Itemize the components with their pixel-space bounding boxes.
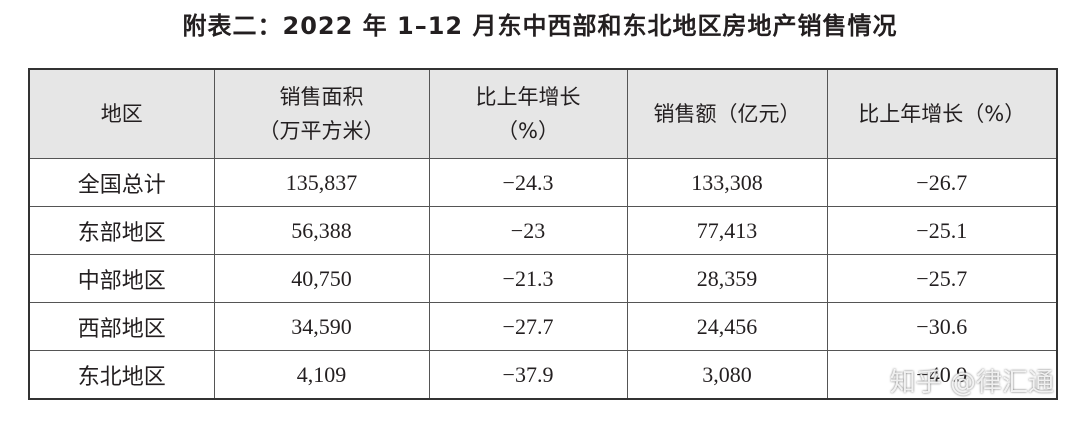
table-cell: 24,456 <box>626 302 828 351</box>
table-cell: −25.7 <box>826 254 1058 303</box>
table-cell: 全国总计 <box>28 158 215 207</box>
table-cell: −21.3 <box>428 254 628 303</box>
table-cell: 133,308 <box>626 158 828 207</box>
table-cell: 135,837 <box>213 158 430 207</box>
data-table: 地区 销售面积 （万平方米） 比上年增长 （%） 销售额（亿元） 比上年增长（%） 全国总计… <box>28 68 1058 400</box>
header-cell: 比上年增长 （%） <box>428 68 628 159</box>
table-cell: −27.7 <box>428 302 628 351</box>
header-cell: 销售面积 （万平方米） <box>213 68 430 159</box>
table-cell: 4,109 <box>213 350 430 400</box>
table-cell: 34,590 <box>213 302 430 351</box>
table-cell: −37.9 <box>428 350 628 400</box>
table-cell: 56,388 <box>213 206 430 255</box>
table-cell: −26.7 <box>826 158 1058 207</box>
header-text: 销售额（亿元） <box>653 102 801 126</box>
table-row: 东北地区 4,109 −37.9 3,080 −40.9 <box>28 350 1058 400</box>
header-text: 比上年增长（%） <box>858 102 1026 126</box>
header-text: 地区 <box>100 102 143 126</box>
table-cell: 3,080 <box>626 350 828 400</box>
table-cell: 77,413 <box>626 206 828 255</box>
watermark: 知乎 @律汇通 <box>889 368 1054 398</box>
table-cell: 中部地区 <box>28 254 215 303</box>
header-text: 销售面积 <box>279 85 364 109</box>
header-cell: 比上年增长（%） <box>826 68 1058 159</box>
table-row: 中部地区 40,750 −21.3 28,359 −25.7 <box>28 254 1058 303</box>
table-cell: −40.9 <box>826 350 1058 400</box>
table-row: 西部地区 34,590 −27.7 24,456 −30.6 <box>28 302 1058 351</box>
header-text: （万平方米） <box>258 119 385 143</box>
table-cell: 东部地区 <box>28 206 215 255</box>
table-cell: 西部地区 <box>28 302 215 351</box>
table-cell: 28,359 <box>626 254 828 303</box>
table-body: 全国总计 135,837 −24.3 133,308 −26.7 东部地区 56,388 −2… <box>28 158 1058 400</box>
header-text: 比上年增长 <box>475 85 581 109</box>
table-cell: −23 <box>428 206 628 255</box>
header-cell: 销售额（亿元） <box>626 68 828 159</box>
header-cell: 地区 <box>28 68 215 159</box>
table-cell: −25.1 <box>826 206 1058 255</box>
table-cell: 东北地区 <box>28 350 215 400</box>
table-row: 全国总计 135,837 −24.3 133,308 −26.7 <box>28 158 1058 207</box>
table-cell: 40,750 <box>213 254 430 303</box>
table-title: 附表二：2022 年 1–12 月东中西部和东北地区房地产销售情况 <box>182 12 898 40</box>
table-cell: −30.6 <box>826 302 1058 351</box>
table-row: 东部地区 56,388 −23 77,413 −25.1 <box>28 206 1058 255</box>
header-row: 地区 销售面积 （万平方米） 比上年增长 （%） 销售额（亿元） 比上年增长（%） <box>28 68 1058 159</box>
table-cell: −24.3 <box>428 158 628 207</box>
header-text: （%） <box>497 119 559 143</box>
